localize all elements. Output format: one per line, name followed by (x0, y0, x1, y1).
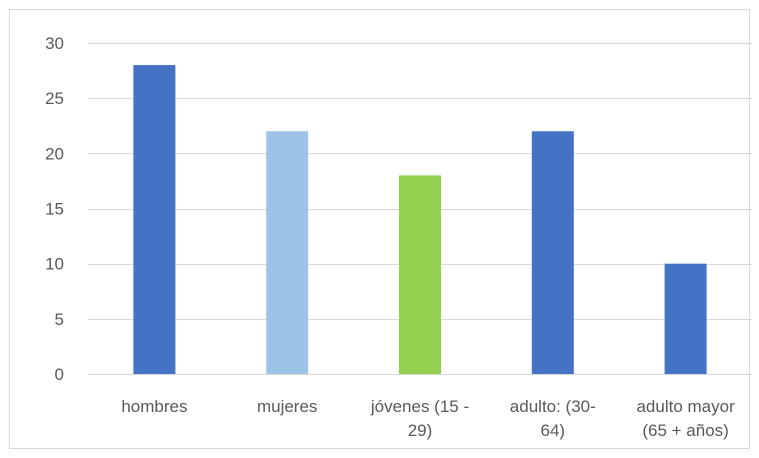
bars (133, 65, 707, 375)
bar (664, 263, 707, 374)
y-tick-label: 30 (45, 34, 64, 53)
x-axis-category-labels: hombres mujeres jóvenes (15 -29) adulto: (3… (121, 397, 735, 440)
y-tick-label: 15 (45, 200, 64, 219)
bar (133, 65, 176, 375)
y-tick-label: 25 (45, 89, 64, 108)
bar (266, 131, 309, 374)
x-category-label: adulto mayor (65 + años) (636, 397, 735, 440)
x-category-label: mujeres (257, 397, 317, 416)
gridlines (88, 43, 752, 320)
x-category-label: hombres (121, 397, 187, 416)
y-tick-label: 5 (55, 310, 64, 329)
x-category-label: jóvenes (15 -29) (370, 397, 469, 440)
y-tick-label: 20 (45, 144, 64, 163)
y-tick-label: 10 (45, 255, 64, 274)
bar (399, 175, 441, 374)
y-tick-label: 0 (55, 365, 64, 384)
y-axis-tick-labels: 0 5 10 15 20 25 30 (45, 34, 64, 384)
chart-frame (9, 9, 750, 449)
bar (531, 131, 574, 374)
x-category-label: adulto: (30-64) (510, 397, 596, 440)
